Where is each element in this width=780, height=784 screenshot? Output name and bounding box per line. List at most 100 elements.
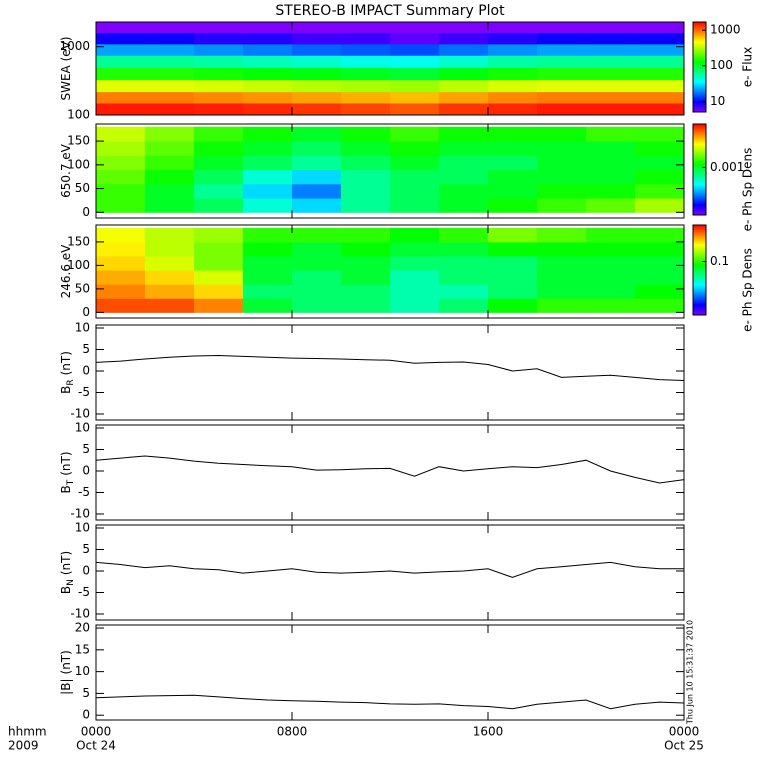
heatmap-cell (390, 22, 440, 34)
x-tick-date: Oct 24 (76, 739, 116, 753)
heatmap-cell (439, 91, 489, 104)
y-tick-label: 100 (67, 258, 90, 272)
heatmap-cell (488, 284, 538, 299)
heatmap-cell (488, 67, 538, 81)
heatmap-cell (635, 298, 685, 313)
heatmap-cell (243, 298, 293, 313)
heatmap-cell (390, 43, 440, 56)
heatmap-cell (243, 155, 293, 171)
field-line (95, 455, 685, 484)
heatmap-cell (537, 270, 587, 285)
heatmap-cell (586, 241, 636, 257)
heatmap-cell (537, 55, 587, 68)
heatmap-cell (341, 32, 391, 45)
heatmap-cell (439, 155, 489, 171)
heatmap-cell (586, 227, 636, 243)
y-tick-label: 20 (75, 621, 90, 635)
y-tick-label: -5 (78, 485, 90, 499)
heatmap-cell (635, 141, 685, 156)
heatmap-cell (390, 32, 440, 45)
heatmap-cell (586, 32, 636, 45)
y-label-main: SWEA (eV) (59, 36, 73, 100)
heatmap-cell (96, 55, 146, 68)
heatmap-cell (243, 102, 293, 116)
heatmap-cell (292, 256, 342, 271)
y-tick-label: 15 (75, 642, 90, 656)
heatmap-cell (96, 43, 146, 56)
heatmap-cell (292, 284, 342, 299)
heatmap-cell (439, 270, 489, 285)
heatmap-cell (194, 241, 244, 257)
heatmap-cell (635, 43, 685, 56)
y-tick-label: -10 (70, 406, 90, 420)
heatmap-cell (194, 55, 244, 68)
heatmap-cell (537, 22, 587, 34)
heatmap-cell (292, 141, 342, 156)
plot-title: STEREO-B IMPACT Summary Plot (275, 3, 505, 19)
timestamp: Thu Jun 10 15:31:37 2010 (686, 620, 695, 725)
heatmap-cell (635, 126, 685, 142)
heatmap-cell (194, 102, 244, 116)
colorbar-tick-label: 100 (710, 58, 733, 72)
y-tick-label: 5 (82, 686, 90, 700)
x-tick-date: Oct 25 (664, 739, 704, 753)
x-axis-label: 2009 (8, 739, 39, 753)
heatmap-cell (635, 198, 685, 213)
y-axis-label: BR (nT) (59, 351, 76, 394)
y-tick-label: 50 (75, 281, 90, 295)
heatmap-cell (488, 183, 538, 199)
y-tick-label: -5 (78, 385, 90, 399)
heatmap-cell (488, 227, 538, 243)
heatmap-cell (439, 22, 489, 34)
heatmap-cell (243, 284, 293, 299)
y-tick-label: 0 (82, 463, 90, 477)
heatmap-cell (194, 183, 244, 199)
y-tick-label: 10 (75, 521, 90, 535)
heatmap-cell (586, 126, 636, 142)
heatmap-cell (439, 183, 489, 199)
heatmap-cell (390, 256, 440, 271)
y-tick-label: 10 (75, 664, 90, 678)
panel-frame (95, 21, 685, 116)
heatmap-cell (586, 67, 636, 81)
heatmap-cell (537, 183, 587, 199)
heatmap-cell (243, 55, 293, 68)
heatmap-cell (96, 284, 146, 299)
heatmap-cell (439, 241, 489, 257)
y-tick-label: 0 (82, 363, 90, 377)
heatmap-cell (96, 102, 146, 116)
heatmap-cell (586, 284, 636, 299)
heatmap-cell (96, 270, 146, 285)
heatmap-cell (537, 256, 587, 271)
heatmap-cell (96, 67, 146, 81)
heatmap-cell (96, 227, 146, 243)
heatmap-cell (537, 126, 587, 142)
heatmap-cell (635, 79, 685, 93)
y-axis-label: SWEA (eV) (59, 36, 73, 100)
y-tick-label: 0 (82, 205, 90, 219)
heatmap-cell (145, 256, 195, 271)
heatmap-cell (243, 79, 293, 93)
heatmap-cell (194, 79, 244, 93)
y-label-main: 650.7 eV (59, 143, 73, 198)
heatmap-cell (292, 32, 342, 45)
field-line (95, 694, 685, 710)
y-label-sub: T (66, 479, 76, 486)
colorbar (692, 123, 707, 216)
heatmap-cell (145, 126, 195, 142)
colorbar-tick-label: 10 (710, 94, 725, 108)
heatmap-cell (243, 22, 293, 34)
colorbar-tick-label: 1000 (710, 23, 741, 37)
colorbar-tick-label: 0.1 (710, 254, 729, 268)
heatmap-cell (145, 298, 195, 313)
heatmap-cell (96, 141, 146, 156)
heatmap-cell (635, 155, 685, 171)
heatmap-cell (292, 22, 342, 34)
heatmap-cell (488, 198, 538, 213)
y-tick-label: 5 (82, 542, 90, 556)
y-label-main: B (59, 586, 73, 594)
heatmap-cell (488, 91, 538, 104)
y-tick-label: 150 (67, 134, 90, 148)
heatmap-cell (96, 256, 146, 271)
panel-frame (95, 624, 685, 721)
